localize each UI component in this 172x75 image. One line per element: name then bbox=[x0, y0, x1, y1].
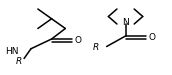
Text: N: N bbox=[122, 18, 129, 27]
Text: O: O bbox=[149, 33, 156, 42]
Text: R: R bbox=[93, 43, 99, 52]
Text: R: R bbox=[16, 57, 22, 66]
Text: O: O bbox=[75, 36, 82, 45]
Text: HN: HN bbox=[6, 47, 19, 56]
